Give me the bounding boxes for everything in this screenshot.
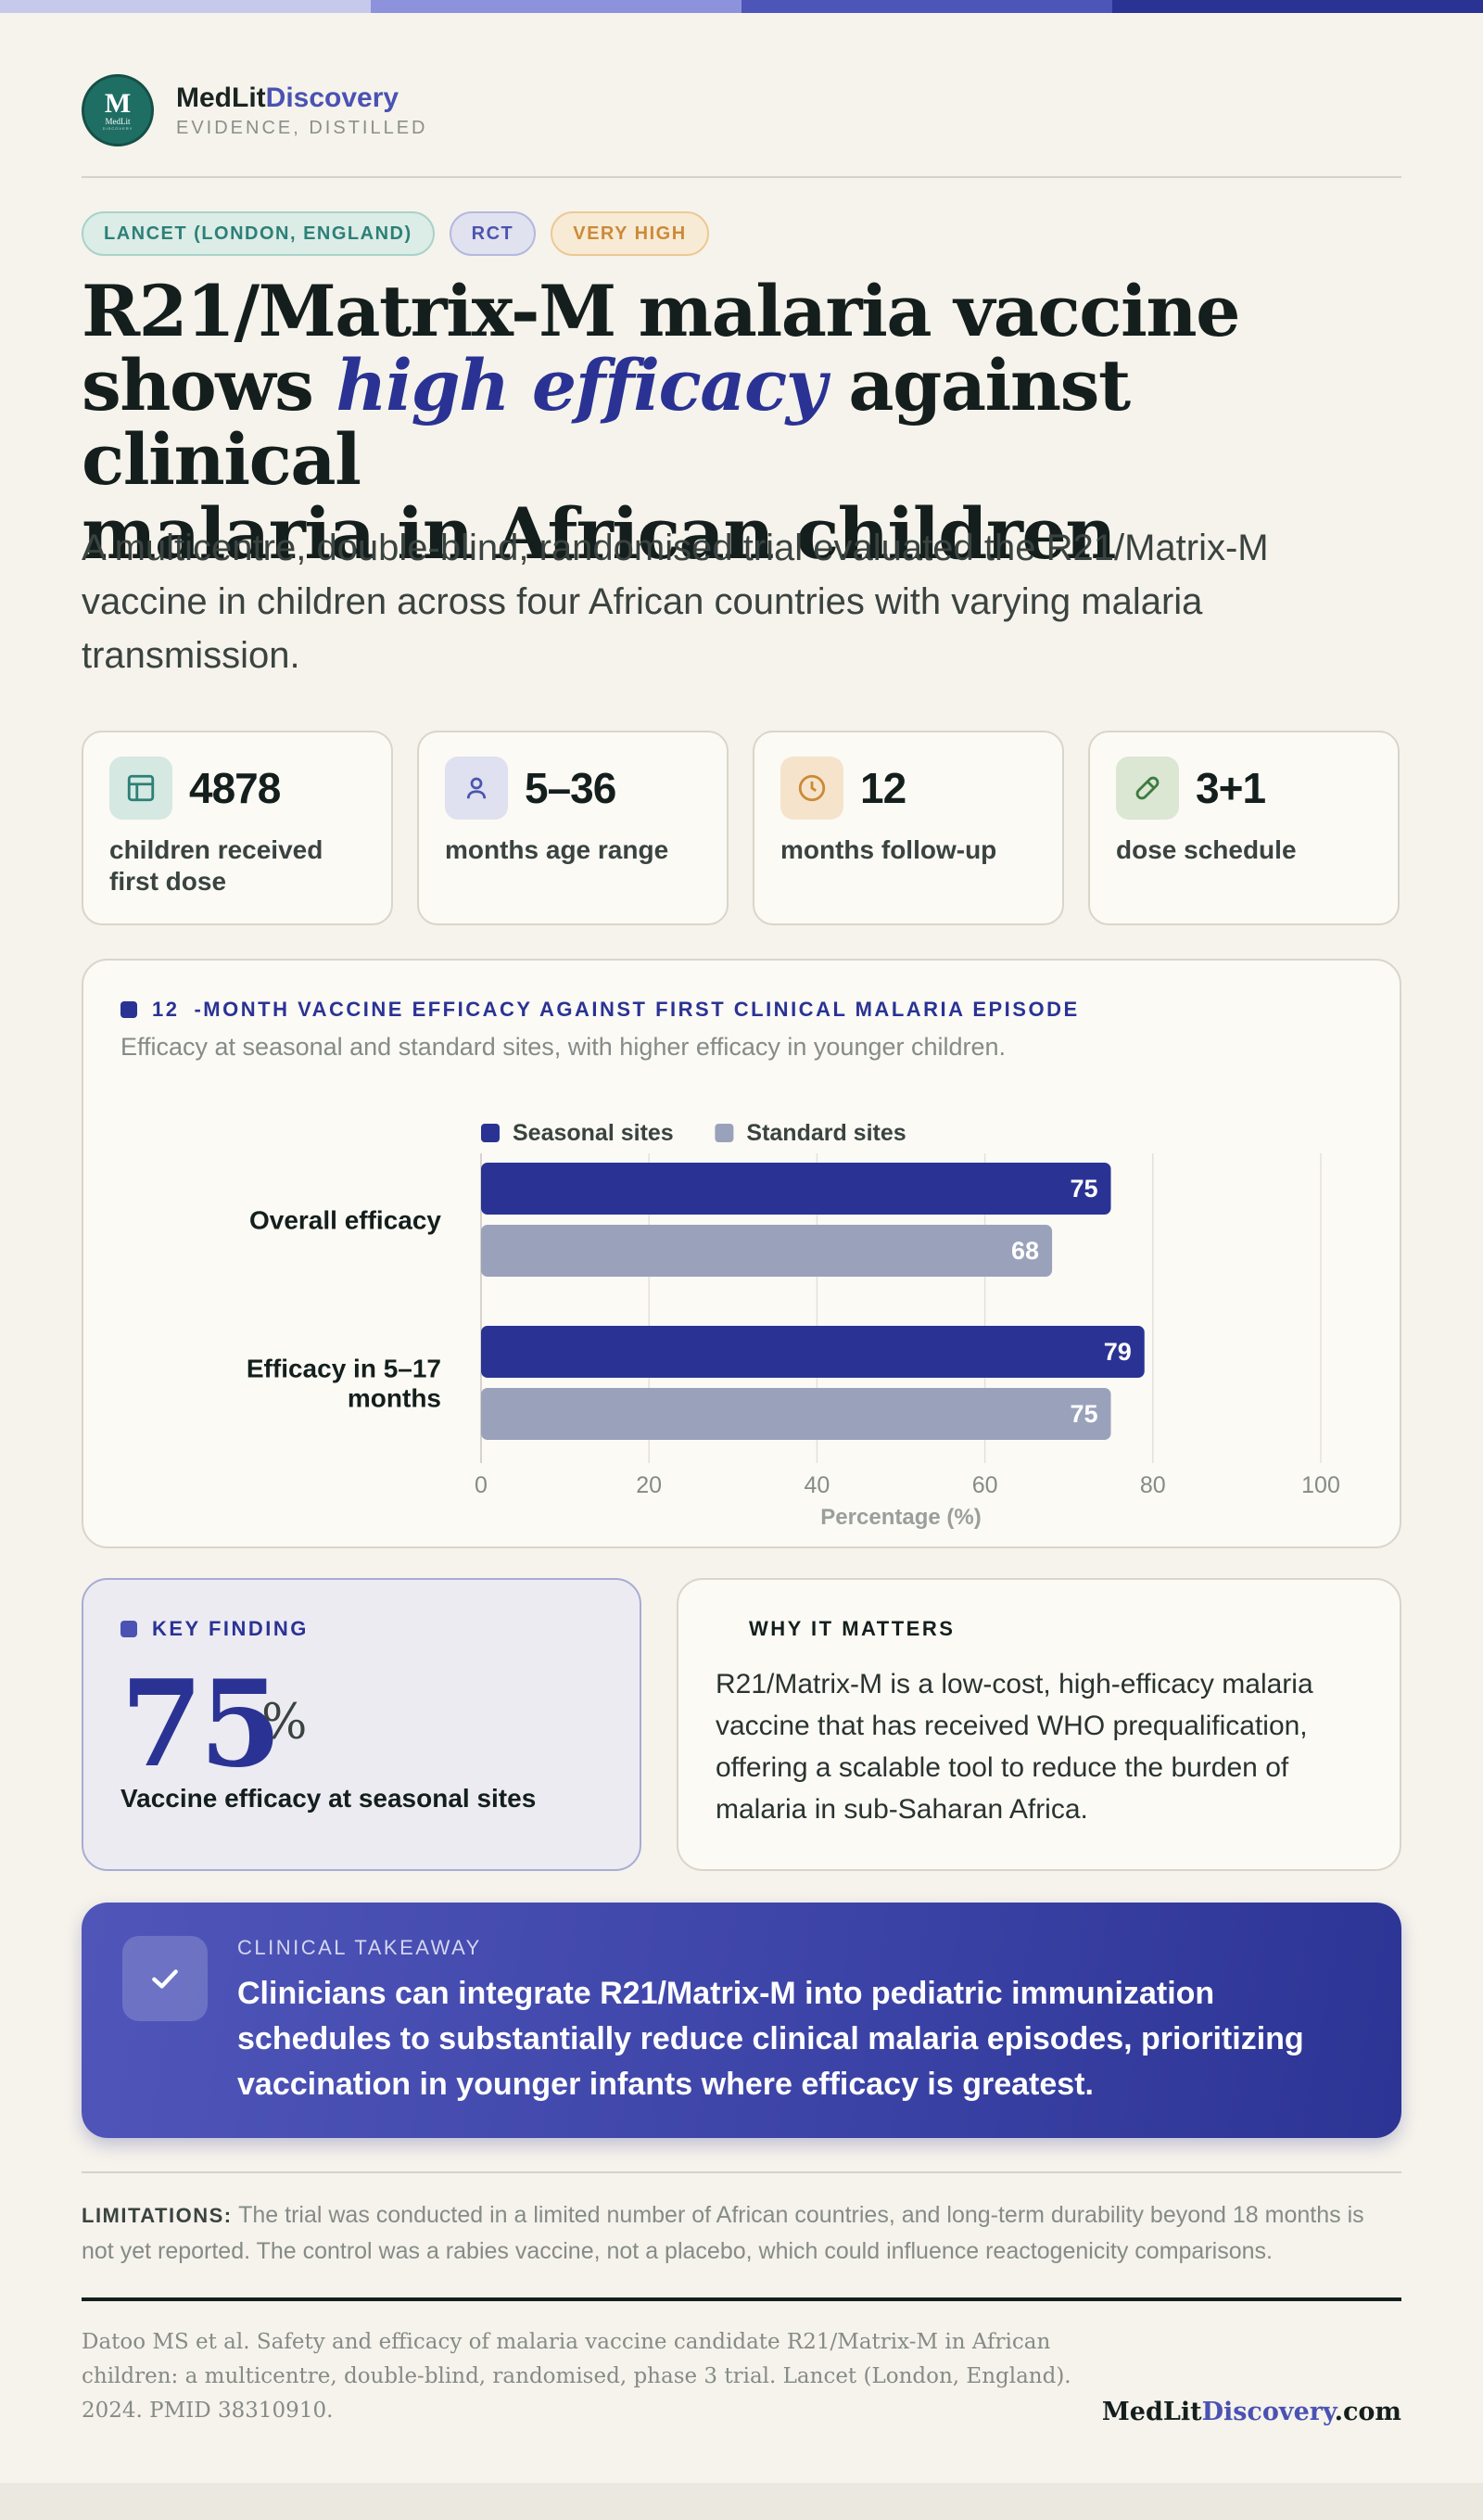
stat-value: 5–36 — [525, 764, 616, 812]
brand-header: M MedLit DISCOVERY MedLitDiscovery EVIDE… — [82, 74, 428, 146]
key-finding-card: KEY FINDING 75 % Vaccine efficacy at sea… — [82, 1578, 641, 1871]
section-marker — [120, 1621, 137, 1637]
category-label: Efficacy in 5–17 months — [247, 1355, 441, 1413]
tag-list: LANCET (LONDON, ENGLAND) RCT VERY HIGH — [82, 211, 709, 256]
bar — [481, 1225, 1053, 1277]
key-finding-heading: KEY FINDING — [120, 1617, 309, 1641]
logo-small-text: MedLit — [105, 116, 131, 126]
logo-tiny-text: DISCOVERY — [102, 125, 133, 131]
clock-icon — [780, 757, 843, 820]
brand-name: MedLitDiscovery — [176, 83, 428, 114]
x-axis-label: Percentage (%) — [820, 1505, 981, 1530]
x-tick-label: 100 — [1301, 1472, 1340, 1498]
footer-brand-c: .com — [1334, 2398, 1401, 2426]
brand-name-b: Discovery — [265, 82, 399, 113]
title-emphasis: high efficacy — [336, 344, 827, 426]
x-tick-label: 40 — [804, 1472, 830, 1498]
tag-evidence-level: VERY HIGH — [551, 211, 709, 256]
legend-label: Seasonal sites — [513, 1120, 674, 1146]
legend-swatch — [481, 1124, 500, 1142]
chart-heading: 12 -MONTH VACCINE EFFICACY AGAINST FIRST… — [120, 998, 1080, 1022]
citation: Datoo MS et al. Safety and efficacy of m… — [82, 2330, 1071, 2423]
key-finding-label: Vaccine efficacy at seasonal sites — [120, 1784, 537, 1813]
limitations: LIMITATIONS: The trial was conducted in … — [82, 2197, 1401, 2270]
footer-brand-a: MedLit — [1101, 2398, 1202, 2426]
chart-heading-num: 12 — [152, 998, 180, 1021]
header-divider — [82, 176, 1401, 178]
why-heading: WHY IT MATTERS — [749, 1617, 956, 1640]
stat-label: months follow-up — [780, 835, 997, 864]
footer-brand-b: Discovery — [1201, 2398, 1335, 2426]
pill-icon — [1116, 757, 1179, 820]
stat-value: 4878 — [189, 764, 281, 812]
page-subtitle: A multicentre, double-blind, randomised … — [82, 528, 1269, 676]
title-pre: shows — [82, 344, 336, 426]
stat-label: dose schedule — [1116, 835, 1297, 864]
stat-value: 12 — [860, 764, 906, 812]
stat-card-doses: 3+1 dose schedule — [1088, 731, 1400, 925]
category-label: Overall efficacy — [249, 1206, 441, 1235]
clinical-takeaway-banner: CLINICAL TAKEAWAY Clinicians can integra… — [82, 1903, 1401, 2138]
footer-brand: MedLitDiscovery.com — [1102, 2398, 1401, 2426]
why-body: R21/Matrix-M is a low-cost, high-efficac… — [716, 1669, 1313, 1825]
bar — [481, 1388, 1111, 1440]
title-line-3: malaria in African children — [82, 492, 1117, 575]
key-finding-value: 75 — [120, 1655, 282, 1794]
stat-card-age: 5–36 months age range — [417, 731, 729, 925]
table-icon — [109, 757, 172, 820]
x-tick-label: 0 — [475, 1472, 488, 1498]
footer-divider — [82, 2297, 1401, 2301]
bar-data-label: 75 — [1070, 1400, 1097, 1428]
limitations-divider — [82, 2171, 1401, 2173]
takeaway-heading: CLINICAL TAKEAWAY — [237, 1936, 482, 1959]
tag-journal: LANCET (LONDON, ENGLAND) — [82, 211, 435, 256]
bar — [481, 1326, 1145, 1378]
legend-label: Standard sites — [746, 1120, 906, 1146]
limitations-label: LIMITATIONS: — [82, 2204, 233, 2227]
chart-heading-text: -MONTH VACCINE EFFICACY AGAINST FIRST CL… — [194, 998, 1080, 1021]
section-marker — [120, 1001, 137, 1018]
chart-subheading: Efficacy at seasonal and standard sites,… — [120, 1033, 1007, 1061]
stat-label: months age range — [445, 835, 669, 864]
bar-data-label: 75 — [1070, 1175, 1097, 1203]
key-finding-heading-text: KEY FINDING — [152, 1617, 309, 1640]
title-line-1: R21/Matrix-M malaria vaccine — [82, 270, 1241, 352]
logo: M MedLit DISCOVERY — [82, 74, 154, 146]
x-tick-label: 80 — [1140, 1472, 1166, 1498]
takeaway-body: Clinicians can integrate R21/Matrix-M in… — [237, 1976, 1304, 2102]
stat-card-participants: 4878 children received first dose — [82, 731, 393, 925]
x-tick-label: 20 — [636, 1472, 662, 1498]
brand-tagline: EVIDENCE, DISTILLED — [176, 117, 428, 138]
bar-data-label: 68 — [1011, 1237, 1039, 1265]
legend-swatch — [715, 1124, 734, 1142]
x-tick-label: 60 — [972, 1472, 998, 1498]
check-icon — [122, 1936, 208, 2021]
stat-label: children received first dose — [109, 835, 323, 896]
stat-cards: 4878 children received first dose 5–36 m… — [82, 731, 1400, 925]
why-it-matters-card: WHY IT MATTERS R21/Matrix-M is a low-cos… — [677, 1578, 1401, 1871]
limitations-text: The trial was conducted in a limited num… — [82, 2202, 1364, 2264]
brand-name-a: MedLit — [176, 82, 266, 113]
title-post: against clinical — [82, 344, 1131, 501]
stat-value: 3+1 — [1196, 764, 1266, 812]
top-accent-bar — [0, 0, 1483, 13]
bar — [481, 1163, 1111, 1215]
tag-study-type: RCT — [449, 211, 537, 256]
efficacy-bar-chart: 0 20 40 60 80 100 Percentage (%) Seasonal sites… — [247, 1120, 1340, 1530]
stat-card-follow-up: 12 months follow-up — [753, 731, 1064, 925]
page-title: R21/Matrix-M malaria vaccine shows high … — [82, 274, 1401, 571]
person-icon — [445, 757, 508, 820]
bar-data-label: 79 — [1104, 1338, 1132, 1366]
chart-card: 12 -MONTH VACCINE EFFICACY AGAINST FIRST… — [82, 959, 1401, 1548]
logo-letter: M — [104, 87, 132, 119]
key-finding-unit: % — [261, 1695, 308, 1750]
